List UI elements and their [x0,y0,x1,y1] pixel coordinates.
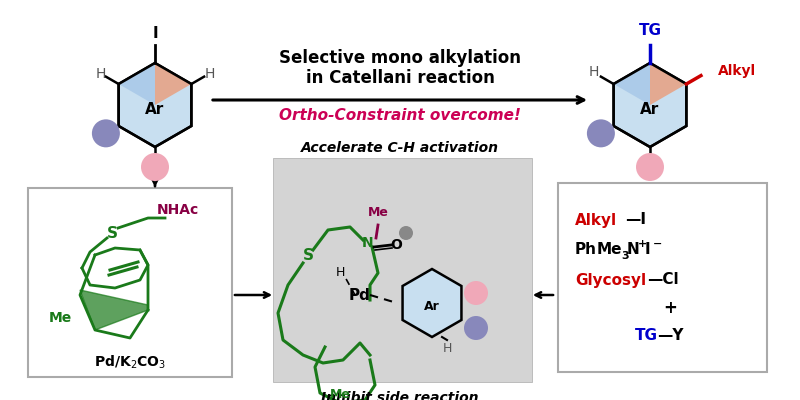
FancyBboxPatch shape [28,188,232,377]
Polygon shape [614,63,686,147]
Circle shape [464,281,488,305]
Text: N: N [627,242,640,258]
Polygon shape [614,63,650,105]
Text: Ph: Ph [575,242,597,258]
Text: NHAc: NHAc [157,203,199,217]
FancyBboxPatch shape [558,183,767,372]
Circle shape [141,153,169,181]
Text: Accelerate C-H activation: Accelerate C-H activation [301,141,499,155]
Text: H: H [335,266,345,280]
Text: —Y: —Y [657,328,683,342]
Polygon shape [402,269,462,337]
Text: Ar: Ar [146,102,165,116]
Text: I: I [152,26,158,41]
Text: Me: Me [597,242,622,258]
Text: H: H [95,66,106,80]
Text: Ar: Ar [424,300,440,312]
Circle shape [399,226,413,240]
Text: Pd/K$_2$CO$_3$: Pd/K$_2$CO$_3$ [94,353,166,371]
Text: +: + [638,239,647,249]
FancyBboxPatch shape [273,158,532,382]
Text: H: H [442,342,452,354]
Text: Pd: Pd [349,288,371,302]
Polygon shape [155,63,191,105]
Text: —Cl: —Cl [647,272,678,288]
Text: Alkyl: Alkyl [718,64,756,78]
Circle shape [636,153,664,181]
Circle shape [92,119,120,147]
Text: TG: TG [638,23,662,38]
Text: Selective mono alkylation: Selective mono alkylation [279,49,521,67]
Text: in Catellani reaction: in Catellani reaction [306,69,494,87]
Text: H: H [204,66,214,80]
Text: O: O [390,238,402,252]
Text: N: N [362,236,374,250]
Polygon shape [650,63,686,105]
Text: Ortho-Constraint overcome!: Ortho-Constraint overcome! [279,108,521,122]
Text: S: S [106,226,118,240]
Text: Ar: Ar [640,102,660,116]
Circle shape [587,119,615,147]
Text: Alkyl: Alkyl [575,212,617,228]
Text: −: − [653,239,662,249]
Circle shape [464,316,488,340]
Polygon shape [118,63,155,105]
Text: TG: TG [635,328,658,342]
Text: —I: —I [625,212,646,228]
Text: +: + [663,299,677,317]
Text: H: H [589,66,599,80]
Text: S: S [302,248,314,262]
Text: Me: Me [367,206,389,220]
Text: Me: Me [48,311,72,325]
Text: Me: Me [330,388,350,400]
Text: Inhibit side reaction: Inhibit side reaction [322,391,478,400]
Polygon shape [118,63,191,147]
Polygon shape [80,290,148,330]
Text: I: I [645,242,650,258]
Text: 3: 3 [621,251,629,261]
Text: Glycosyl: Glycosyl [575,272,646,288]
